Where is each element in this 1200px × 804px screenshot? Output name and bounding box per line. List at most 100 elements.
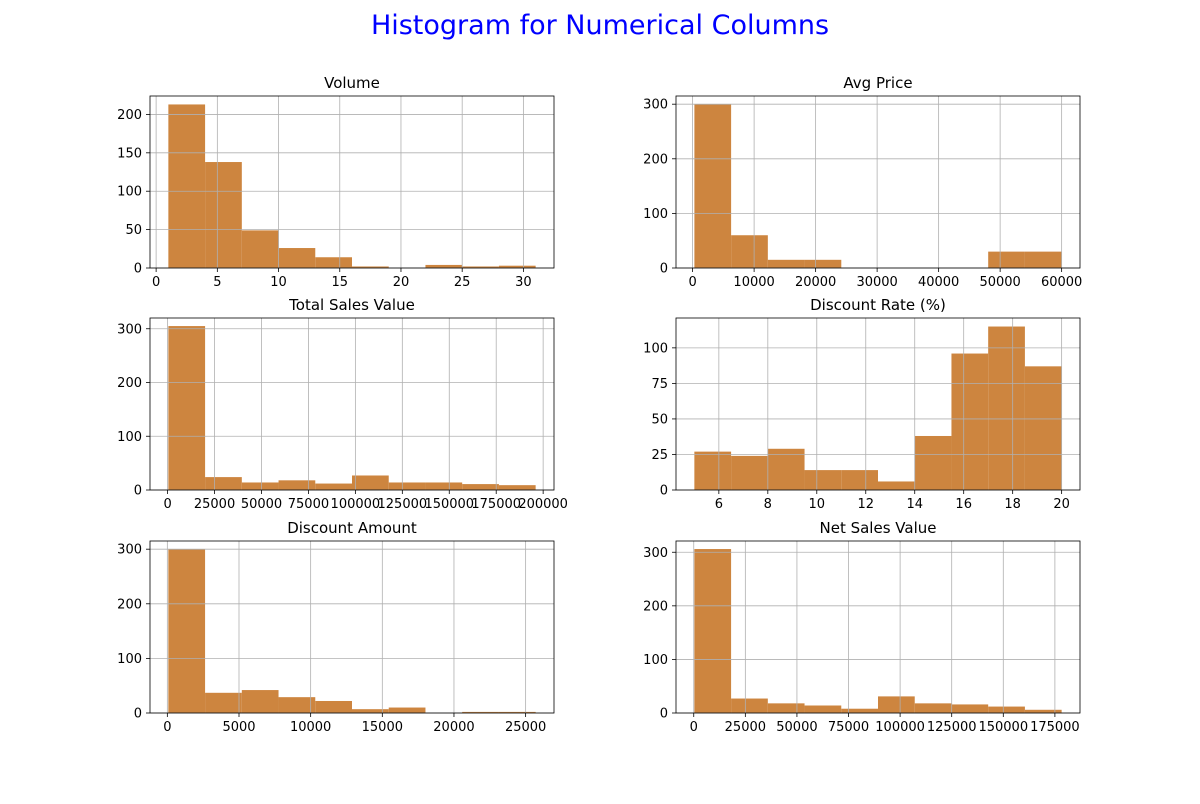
histogram-bar xyxy=(767,259,805,268)
y-tick-label: 100 xyxy=(117,430,142,445)
histogram-bar xyxy=(241,482,279,490)
x-tick-label: 100000 xyxy=(331,497,381,512)
histogram-bar xyxy=(241,230,279,268)
histogram-bar xyxy=(767,448,805,490)
histogram-bar xyxy=(352,709,389,713)
histogram-bar xyxy=(914,703,952,713)
subplot-3: 0 25000 50000 75000 100000125000150000175000… xyxy=(117,296,568,512)
x-tick-label: 10000 xyxy=(290,720,331,735)
histogram-bar xyxy=(462,266,499,268)
x-tick-label: 30000 xyxy=(856,275,897,290)
subplot-title: Net Sales Value xyxy=(820,519,937,537)
histogram-bar xyxy=(425,482,463,490)
histogram-bar xyxy=(767,703,805,713)
x-tick-label: 6 xyxy=(715,497,723,512)
x-tick-label: 75000 xyxy=(288,497,329,512)
x-tick-label: 25 xyxy=(454,275,471,290)
x-tick-label: 50000 xyxy=(241,497,282,512)
x-tick-label: 150000 xyxy=(424,497,474,512)
histogram-bar xyxy=(278,480,316,490)
histogram-bar xyxy=(462,711,499,713)
x-tick-label: 100000 xyxy=(875,720,925,735)
x-tick-label: 10 xyxy=(270,275,287,290)
histogram-bar xyxy=(1024,709,1062,713)
x-tick-label: 150000 xyxy=(978,720,1028,735)
x-tick-label: 8 xyxy=(764,497,772,512)
histogram-bar xyxy=(462,484,499,490)
axes-frame xyxy=(149,540,555,714)
y-tick-label: 200 xyxy=(117,108,142,123)
subplot-title: Discount Rate (%) xyxy=(810,296,946,314)
histogram-bar xyxy=(278,697,316,713)
histogram-bar xyxy=(694,549,732,713)
histogram-bar xyxy=(352,475,389,490)
x-tick-label: 20000 xyxy=(433,720,474,735)
subplot-1: 0 5 10 15 20 25 30 0 50 100 150 200 Volume xyxy=(117,74,555,290)
y-tick-label: 200 xyxy=(117,597,142,612)
x-tick-label: 25000 xyxy=(505,720,546,735)
x-tick-label: 0 xyxy=(690,720,698,735)
x-tick-label: 125000 xyxy=(378,497,428,512)
axes-frame xyxy=(675,95,1081,269)
axes-frame xyxy=(149,317,555,491)
y-tick-label: 50 xyxy=(125,223,142,238)
y-tick-label: 200 xyxy=(643,599,668,614)
x-tick-label: 0 xyxy=(152,275,160,290)
x-tick-label: 0 xyxy=(163,497,171,512)
x-tick-label: 75000 xyxy=(828,720,869,735)
y-tick-label: 0 xyxy=(660,262,668,277)
y-tick-label: 100 xyxy=(117,185,142,200)
histogram-bar xyxy=(498,265,536,268)
histogram-bar xyxy=(168,326,206,490)
subplot-title: Total Sales Value xyxy=(288,296,415,314)
histogram-bar xyxy=(388,482,426,490)
histogram-bar xyxy=(241,690,279,713)
figure-title: Histogram for Numerical Columns xyxy=(370,10,830,41)
histogram-bar xyxy=(315,257,352,268)
y-tick-label: 100 xyxy=(643,207,668,222)
x-tick-label: 20 xyxy=(1053,497,1070,512)
x-tick-label: 0 xyxy=(688,275,696,290)
histogram-bar xyxy=(205,162,242,268)
histogram-bar xyxy=(694,451,732,490)
y-tick-label: 25 xyxy=(651,448,668,463)
x-tick-label: 40000 xyxy=(918,275,959,290)
x-tick-label: 20 xyxy=(393,275,410,290)
x-tick-label: 20000 xyxy=(795,275,836,290)
y-tick-label: 200 xyxy=(643,152,668,167)
histogram-bar xyxy=(731,698,768,713)
histogram-bar xyxy=(951,353,989,490)
y-tick-label: 0 xyxy=(134,707,142,722)
histogram-bar xyxy=(731,235,768,268)
x-tick-label: 10000 xyxy=(733,275,774,290)
x-tick-label: 5000 xyxy=(222,720,255,735)
histogram-bar xyxy=(498,711,536,713)
y-tick-label: 300 xyxy=(643,98,668,113)
histogram-bar xyxy=(425,264,463,268)
x-tick-label: 15 xyxy=(331,275,348,290)
histogram-bar xyxy=(951,704,989,713)
histogram-bar xyxy=(315,483,352,490)
x-tick-label: 10 xyxy=(809,497,826,512)
y-tick-label: 0 xyxy=(660,707,668,722)
y-tick-label: 100 xyxy=(643,341,668,356)
y-tick-label: 100 xyxy=(117,652,142,667)
subplot-title: Discount Amount xyxy=(287,519,417,537)
x-tick-label: 125000 xyxy=(927,720,977,735)
x-tick-label: 50000 xyxy=(979,275,1020,290)
x-tick-label: 14 xyxy=(906,497,923,512)
x-tick-label: 5 xyxy=(213,275,221,290)
histogram-bar xyxy=(878,481,915,490)
histogram-bar xyxy=(841,708,878,713)
histogram-bar xyxy=(388,707,426,713)
y-tick-label: 75 xyxy=(651,377,668,392)
x-tick-label: 200000 xyxy=(518,497,568,512)
histogram-bar xyxy=(988,706,1025,713)
histogram-bar xyxy=(988,251,1025,268)
y-tick-label: 300 xyxy=(117,322,142,337)
y-tick-label: 100 xyxy=(643,653,668,668)
axes-frame xyxy=(675,540,1081,714)
subplot-4: 6 8 10 12 14 16 18 20 0 25 50 75 100 Discount Rate (%… xyxy=(643,296,1081,512)
